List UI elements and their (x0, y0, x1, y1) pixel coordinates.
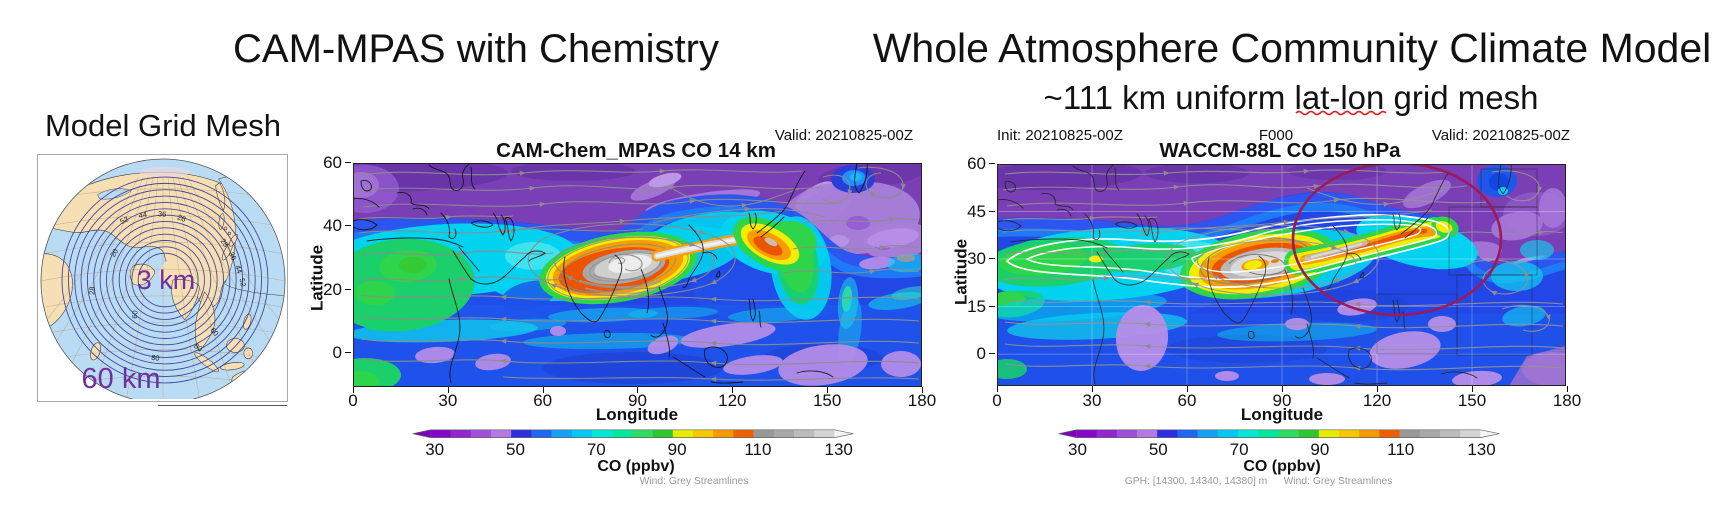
svg-text:44: 44 (233, 264, 244, 275)
svg-text:80: 80 (192, 341, 204, 353)
svg-text:80: 80 (151, 353, 160, 363)
svg-text:44: 44 (138, 210, 148, 220)
svg-text:28: 28 (218, 237, 230, 249)
svg-text:60: 60 (130, 310, 140, 319)
svg-text:28: 28 (176, 213, 187, 224)
svg-text:36: 36 (158, 209, 167, 218)
svg-text:52: 52 (119, 214, 130, 226)
svg-text:20: 20 (108, 247, 120, 259)
svg-text:28: 28 (87, 286, 97, 295)
svg-text:36: 36 (227, 250, 239, 261)
svg-text:52: 52 (238, 277, 249, 287)
